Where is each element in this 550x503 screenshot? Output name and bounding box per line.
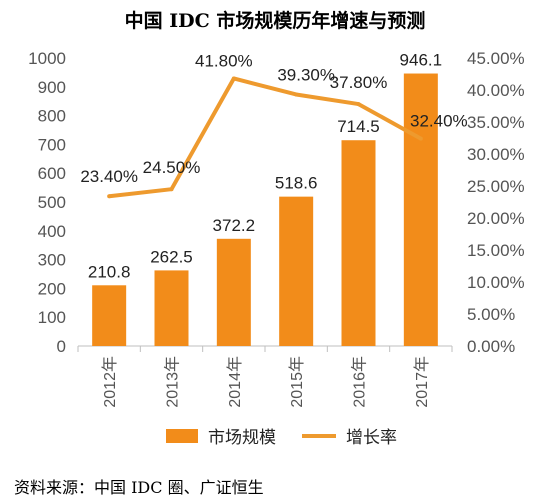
line-value-label: 24.50%	[143, 158, 201, 177]
left-tick-label: 500	[38, 193, 66, 212]
left-tick-label: 300	[38, 251, 66, 270]
bar-value-label: 262.5	[150, 247, 193, 266]
bar-value-label: 714.5	[337, 117, 380, 136]
right-tick-label: 30.00%	[467, 145, 525, 164]
line-value-label: 32.40%	[410, 112, 468, 131]
line-value-label: 23.40%	[80, 167, 138, 186]
bar	[341, 140, 376, 346]
bar	[216, 238, 251, 346]
bar-value-label: 372.2	[213, 216, 256, 235]
x-tick-label: 2013年	[164, 356, 182, 408]
x-tick-label: 2012年	[101, 356, 119, 408]
left-tick-label: 600	[38, 164, 66, 183]
legend-bar-label: 市场规模	[208, 428, 276, 447]
legend-line-label: 增长率	[346, 428, 397, 447]
left-tick-label: 0	[57, 337, 66, 356]
bar-value-label: 210.8	[88, 262, 131, 281]
right-tick-label: 25.00%	[467, 177, 525, 196]
line-point	[169, 187, 174, 192]
left-tick-label: 900	[38, 78, 66, 97]
chart-title: 中国 IDC 市场规模历年增速与预测	[124, 10, 426, 32]
left-tick-label: 100	[38, 308, 66, 327]
bar-series: 210.8 262.5 372.2 518.6 714.5 946.1	[88, 51, 443, 347]
right-tick-label: 5.00%	[467, 305, 515, 324]
bar-value-label: 518.6	[275, 174, 318, 193]
right-tick-label: 40.00%	[467, 81, 525, 100]
line-point	[418, 136, 423, 141]
legend-bar-swatch	[166, 429, 198, 443]
legend: 市场规模 增长率	[166, 428, 397, 447]
growth-line	[108, 76, 422, 199]
line-value-label: 41.80%	[195, 51, 253, 70]
bar	[279, 196, 314, 346]
bar-value-label: 946.1	[400, 51, 443, 70]
line-point	[107, 194, 112, 199]
right-tick-label: 35.00%	[467, 113, 525, 132]
line-point	[231, 76, 236, 81]
left-tick-label: 1000	[28, 49, 66, 68]
bar	[154, 270, 189, 346]
right-tick-label: 45.00%	[467, 49, 525, 68]
left-tick-label: 400	[38, 222, 66, 241]
right-axis: 0.00% 5.00% 10.00% 15.00% 20.00% 25.00% 30.00%…	[467, 49, 525, 356]
right-tick-label: 15.00%	[467, 241, 525, 260]
right-tick-label: 10.00%	[467, 273, 525, 292]
right-tick-label: 0.00%	[467, 337, 515, 356]
line-series: 23.40% 24.50% 41.80% 39.30%37.80% 32.40%	[80, 51, 468, 199]
x-tick-label: 2015年	[288, 356, 306, 408]
line-value-label: 39.30%	[277, 65, 335, 84]
source-note: 资料来源：中国 IDC 圈、广证恒生	[14, 478, 264, 497]
line-point	[356, 102, 361, 107]
left-tick-label: 700	[38, 135, 66, 154]
left-tick-label: 800	[38, 107, 66, 126]
x-axis: 2012年 2013年 2014年 2015年 2016年 2017年	[77, 345, 453, 408]
left-tick-label: 200	[38, 279, 66, 298]
bar	[92, 285, 127, 346]
x-tick-label: 2016年	[351, 356, 369, 408]
right-tick-label: 20.00%	[467, 209, 525, 228]
line-point	[294, 92, 299, 97]
line-value-label: 37.80%	[330, 73, 388, 92]
bar	[403, 73, 438, 347]
left-axis: 0 100 200 300 400 500 600 700 800 900 1000	[28, 49, 66, 356]
x-tick-label: 2017年	[413, 356, 431, 408]
x-tick-label: 2014年	[226, 356, 244, 408]
